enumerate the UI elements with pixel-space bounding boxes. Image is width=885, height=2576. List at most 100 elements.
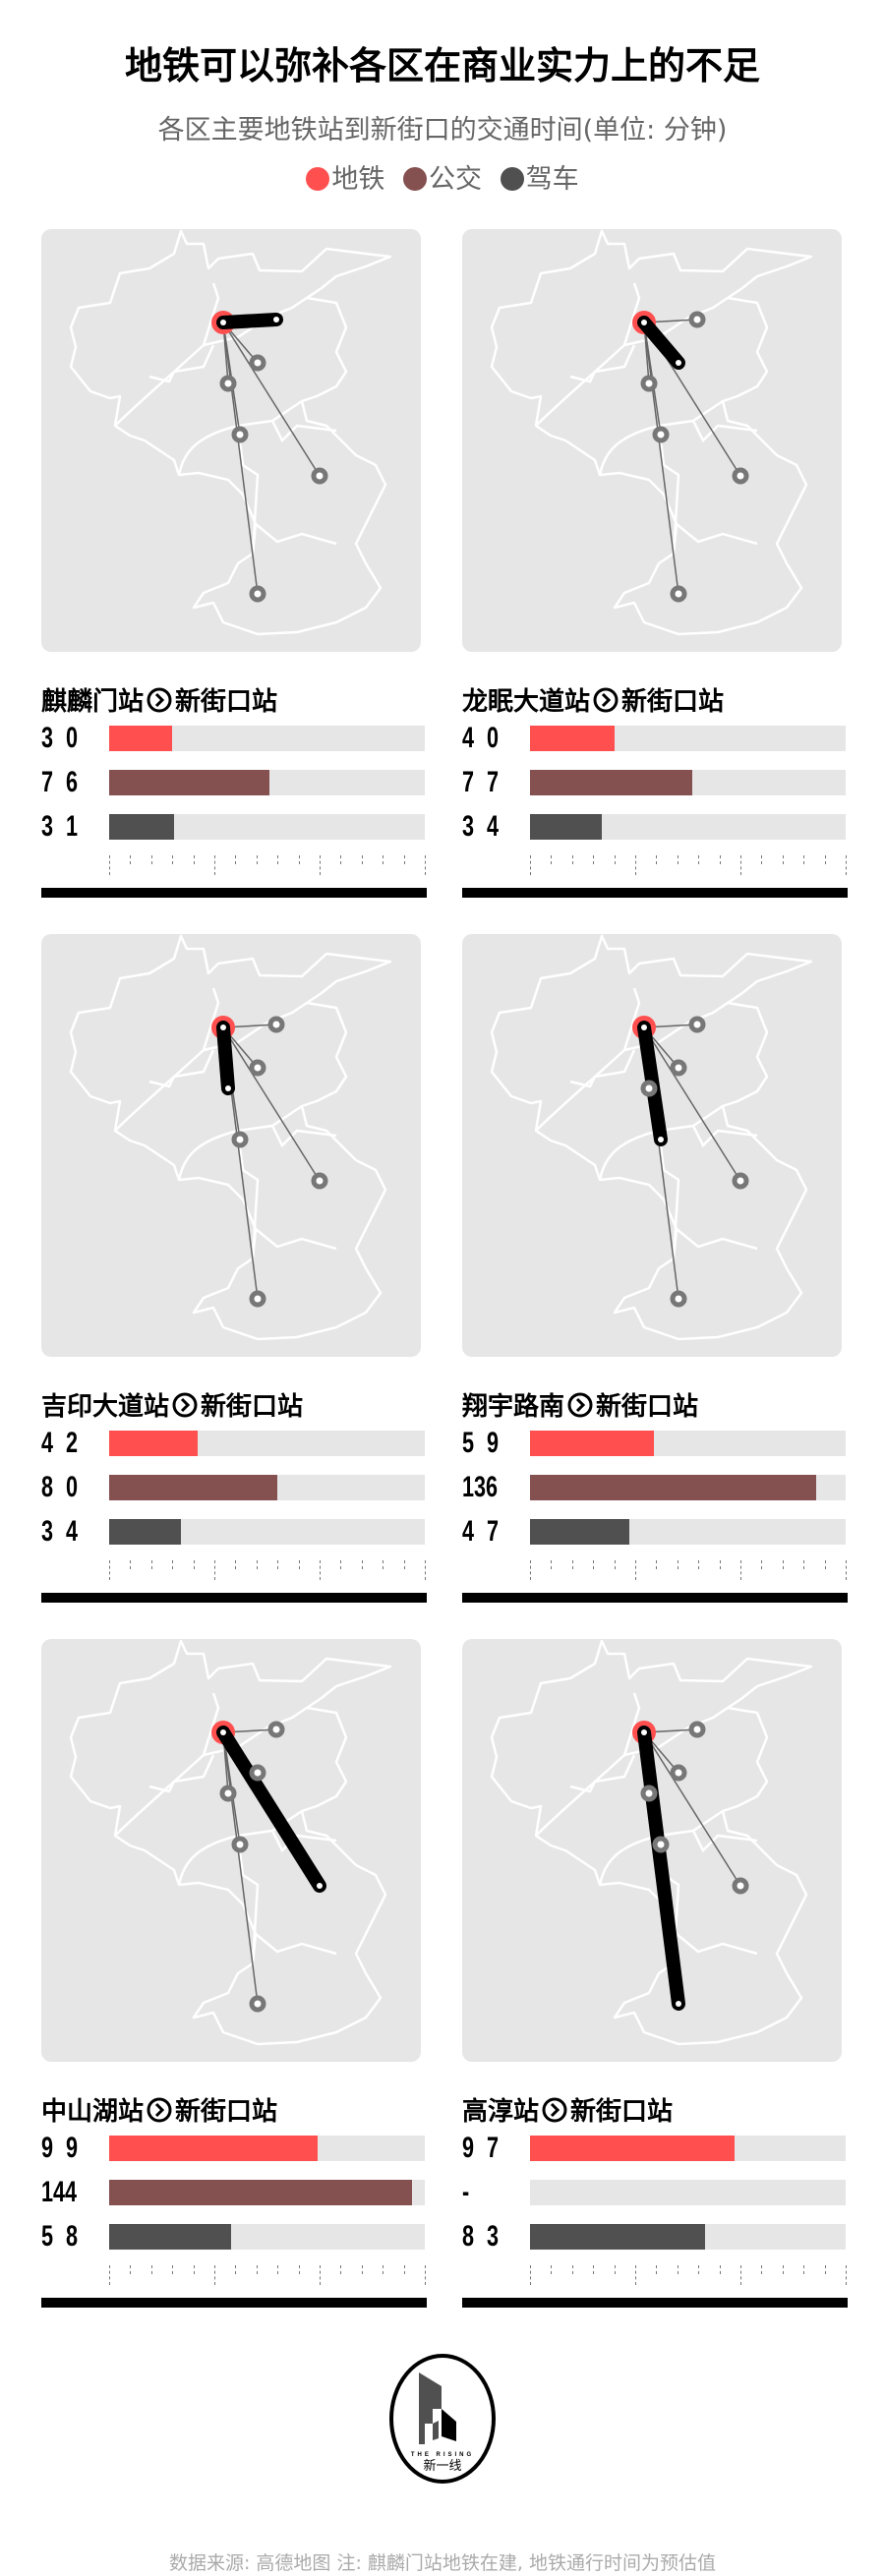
bar-track: [109, 2136, 425, 2161]
map-svg: [69, 1639, 392, 2046]
highlight-route: [216, 313, 283, 329]
bar-row-car: 83: [462, 2220, 846, 2253]
value-label: 30: [41, 722, 90, 754]
major-tick: [530, 2265, 531, 2285]
bar-track: [109, 726, 425, 751]
minor-tick: [571, 855, 573, 864]
major-tick: [635, 1560, 636, 1580]
district-boundary: [676, 523, 758, 546]
divider: [41, 888, 427, 898]
station-marker: [231, 1836, 249, 1853]
minor-tick: [803, 1560, 805, 1569]
district-boundary: [114, 282, 220, 427]
value-label: 97: [462, 2132, 511, 2164]
minor-tick: [298, 2265, 300, 2274]
minor-tick: [656, 2265, 658, 2274]
station-marker: [732, 467, 749, 485]
highlight-route: [637, 316, 685, 370]
station-marker: [670, 1290, 687, 1308]
bar: [530, 1431, 655, 1456]
station-marker: [688, 1016, 706, 1033]
major-tick: [109, 1560, 110, 1580]
route-title: 吉印大道站 新街口站: [41, 1386, 303, 1423]
district-boundary: [236, 1130, 260, 1259]
district-boundary: [236, 425, 260, 555]
bar: [530, 814, 602, 840]
axis-ticks: [530, 855, 847, 877]
circled-chevron-right-icon: [172, 1392, 198, 1417]
major-tick: [740, 1560, 741, 1580]
value-label: 76: [41, 766, 90, 798]
divider: [462, 1593, 848, 1603]
district-boundary: [270, 1125, 337, 1148]
minor-tick: [656, 855, 658, 864]
minor-tick: [235, 1560, 237, 1569]
minor-tick: [193, 855, 195, 864]
bar: [109, 814, 175, 840]
district-boundary: [148, 344, 215, 383]
major-tick: [740, 855, 741, 875]
footnote: 数据来源: 高德地图 注: 麒麟门站地铁在建, 地铁通行时间为预估值: [168, 2552, 716, 2574]
route-title: 翔宇路南 新街口站: [462, 1386, 698, 1423]
bar-row-car: 58: [41, 2220, 425, 2253]
bar-row-metro: 97: [462, 2132, 846, 2164]
divider: [462, 888, 848, 898]
minor-tick: [824, 2265, 826, 2274]
district-boundary: [569, 344, 636, 383]
value-label: 80: [41, 1471, 90, 1503]
minor-tick: [614, 855, 616, 864]
district-outline: [69, 934, 392, 1341]
value-label: 136: [462, 1471, 499, 1503]
major-tick: [846, 855, 847, 875]
bar: [109, 2136, 318, 2161]
bar-track: [530, 1431, 846, 1456]
minor-tick: [593, 2265, 595, 2274]
minor-tick: [782, 1560, 784, 1569]
major-tick: [846, 2265, 847, 2285]
route-line: [643, 1026, 741, 1182]
minor-tick: [340, 2265, 342, 2274]
legend-dot: [306, 167, 330, 191]
destination-station: 新街口站: [596, 1392, 699, 1422]
minor-tick: [130, 855, 132, 864]
bar-track: [530, 726, 846, 751]
destination-dot: [641, 1729, 647, 1735]
bar: [109, 1519, 181, 1545]
minor-tick: [277, 2265, 279, 2274]
minor-tick: [571, 2265, 573, 2274]
divider: [41, 2298, 427, 2308]
bar: [109, 726, 173, 751]
bar-row-car: 31: [41, 810, 425, 843]
district-boundary: [148, 1049, 215, 1088]
subtitle: 各区主要地铁站到新街口的交通时间(单位: 分钟): [157, 115, 728, 146]
destination-dot: [641, 1025, 647, 1030]
minor-tick: [150, 1560, 152, 1569]
route-map: [462, 1639, 842, 2062]
station-marker: [267, 1721, 285, 1738]
minor-tick: [803, 2265, 805, 2274]
major-tick: [320, 855, 321, 875]
destination-station: 新街口站: [175, 2097, 278, 2127]
legend-item-car: 驾车: [500, 164, 579, 195]
station-marker: [231, 1131, 249, 1148]
minor-tick: [761, 855, 763, 864]
station-marker: [640, 1080, 658, 1097]
route-line: [643, 322, 679, 595]
bar-track: [530, 2136, 846, 2161]
major-tick: [425, 2265, 426, 2285]
minor-tick: [403, 855, 405, 864]
station-marker: [640, 375, 658, 392]
destination-station: 新街口站: [201, 1392, 304, 1422]
value-label: 144: [41, 2176, 78, 2208]
bar-track: [530, 2180, 846, 2205]
destination-station: 新街口站: [570, 2097, 674, 2127]
value-label: 58: [41, 2220, 90, 2253]
station-marker: [311, 467, 328, 485]
axis-ticks: [109, 855, 426, 877]
minor-tick: [172, 855, 174, 864]
station-marker-active: [273, 317, 279, 322]
district-outline: [69, 229, 392, 636]
minor-tick: [719, 2265, 721, 2274]
bar-row-car: 47: [462, 1515, 846, 1548]
major-tick: [530, 855, 531, 875]
